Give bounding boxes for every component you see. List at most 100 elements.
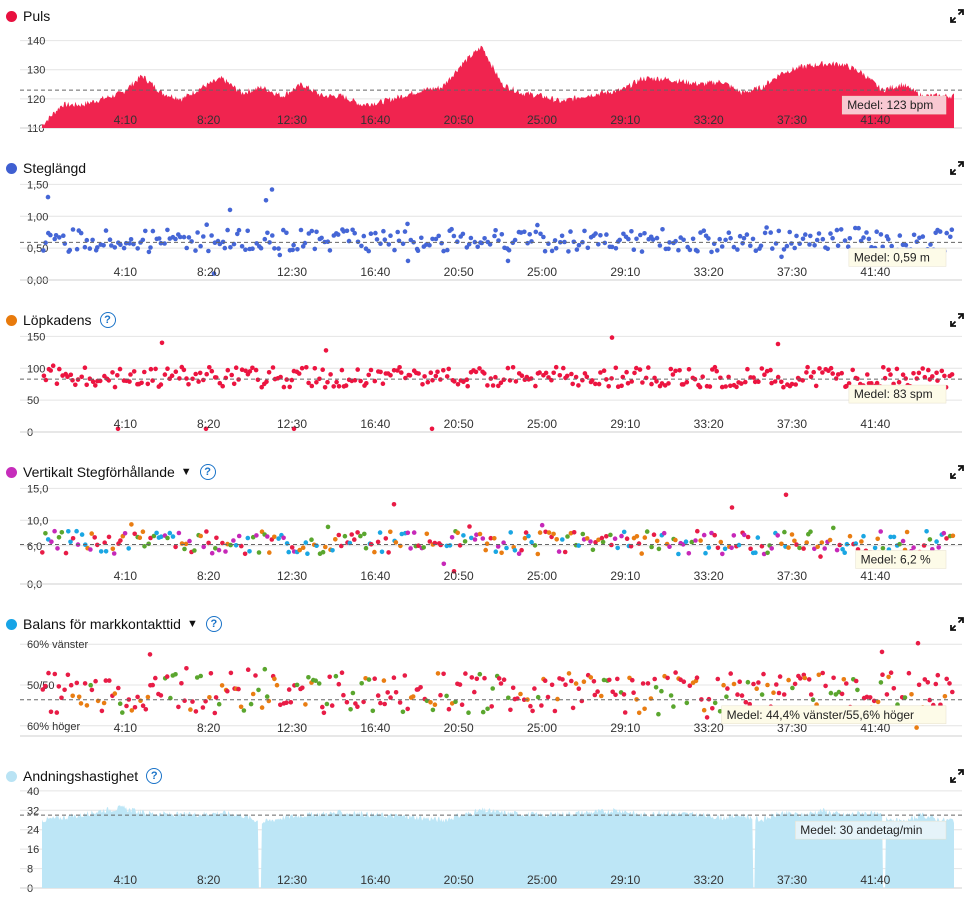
data-point xyxy=(355,530,360,535)
data-point xyxy=(761,671,766,677)
data-point xyxy=(324,701,330,707)
data-point xyxy=(686,367,692,372)
help-icon[interactable]: ? xyxy=(199,464,216,480)
data-point xyxy=(250,246,255,251)
data-point xyxy=(806,677,812,682)
x-tick-label: 16:40 xyxy=(360,417,390,431)
dropdown-caret-icon[interactable]: ▼ xyxy=(186,618,198,630)
data-point xyxy=(40,550,45,555)
data-point xyxy=(382,701,388,707)
data-point xyxy=(117,701,123,706)
y-tick-label: 60% vänster xyxy=(27,639,88,651)
data-point xyxy=(461,379,466,385)
data-point xyxy=(808,692,814,697)
data-point xyxy=(920,234,926,239)
data-point xyxy=(649,381,654,387)
data-point xyxy=(147,652,153,657)
data-point xyxy=(451,233,457,239)
y-tick-label: 0,00 xyxy=(27,275,48,287)
data-point xyxy=(89,531,94,536)
data-point xyxy=(74,680,80,686)
data-point xyxy=(258,245,264,251)
data-point xyxy=(828,690,834,696)
data-point xyxy=(325,239,331,244)
data-point xyxy=(687,683,693,688)
data-point xyxy=(407,373,413,378)
panel-cadence: Löpkadens? 150 100 50 0 4:10 8:20 12:30 16:40 20:… xyxy=(0,304,972,456)
data-point xyxy=(869,381,874,386)
x-tick-label: 41:40 xyxy=(860,721,890,735)
data-point xyxy=(812,243,817,248)
data-point xyxy=(397,365,402,370)
x-tick-label: 16:40 xyxy=(360,265,390,279)
data-point xyxy=(639,249,645,254)
expand-icon[interactable] xyxy=(950,313,964,327)
data-point xyxy=(704,715,710,720)
data-point xyxy=(543,529,548,535)
x-tick-label: 16:40 xyxy=(360,569,390,583)
data-point xyxy=(906,670,912,676)
expand-icon[interactable] xyxy=(950,161,964,175)
data-point xyxy=(468,235,474,241)
x-tick-label: 12:30 xyxy=(277,417,307,431)
x-tick-label: 4:10 xyxy=(114,265,138,279)
help-icon[interactable]: ? xyxy=(205,616,222,632)
expand-icon[interactable] xyxy=(950,769,964,783)
data-point xyxy=(874,229,879,234)
y-tick-label: 10,0 xyxy=(27,515,48,527)
expand-icon[interactable] xyxy=(950,617,964,631)
data-point xyxy=(336,384,342,389)
data-point xyxy=(676,247,681,253)
data-point xyxy=(598,370,603,375)
data-point xyxy=(644,529,650,534)
data-point xyxy=(173,236,178,242)
data-point xyxy=(690,236,696,242)
data-point xyxy=(916,682,922,688)
data-point xyxy=(729,545,734,551)
expand-icon[interactable] xyxy=(950,465,964,479)
data-point xyxy=(613,246,619,251)
data-point xyxy=(82,365,88,370)
data-point xyxy=(819,540,825,545)
data-point xyxy=(496,238,501,243)
x-tick-label: 20:50 xyxy=(444,265,474,279)
help-icon[interactable]: ? xyxy=(146,768,163,784)
data-point xyxy=(173,369,179,374)
x-tick-label: 20:50 xyxy=(444,417,474,431)
dropdown-caret-icon[interactable]: ▼ xyxy=(180,466,192,478)
data-point xyxy=(54,710,60,715)
data-point xyxy=(781,247,787,252)
data-point xyxy=(127,379,132,384)
data-point xyxy=(812,546,817,552)
expand-icon[interactable] xyxy=(950,9,964,23)
data-point xyxy=(565,534,570,539)
data-point xyxy=(551,370,556,376)
data-point xyxy=(592,692,598,698)
data-point xyxy=(624,536,630,541)
help-icon[interactable]: ? xyxy=(99,312,116,328)
data-point xyxy=(362,531,367,537)
data-point xyxy=(865,372,870,377)
data-point xyxy=(245,667,251,672)
data-point xyxy=(336,681,342,687)
data-point xyxy=(828,365,834,371)
data-point xyxy=(132,705,138,710)
data-point xyxy=(712,700,718,706)
x-tick-label: 25:00 xyxy=(527,417,557,431)
data-point xyxy=(76,694,82,700)
data-point xyxy=(158,382,164,387)
data-point xyxy=(380,381,386,386)
data-point xyxy=(312,366,318,371)
data-point xyxy=(159,340,165,346)
data-point xyxy=(816,672,822,678)
data-point xyxy=(775,533,780,538)
data-point xyxy=(695,528,700,534)
data-point xyxy=(527,232,532,237)
data-point xyxy=(265,230,270,236)
data-point xyxy=(168,695,173,701)
data-point xyxy=(216,547,222,553)
data-point xyxy=(229,372,234,378)
data-point xyxy=(95,245,100,250)
data-point xyxy=(508,707,513,713)
data-point xyxy=(57,235,62,240)
